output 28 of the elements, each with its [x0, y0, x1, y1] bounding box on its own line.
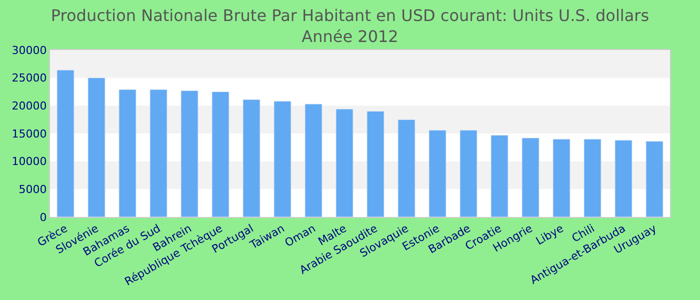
bar: [428, 130, 446, 217]
y-tick-label: 10000: [12, 155, 47, 168]
y-tick-label: 20000: [12, 100, 47, 113]
bar: [336, 108, 354, 217]
bar: [646, 141, 664, 217]
bar: [614, 140, 632, 217]
bar: [398, 119, 416, 217]
bar: [522, 138, 540, 217]
bar: [304, 104, 322, 217]
bar: [366, 110, 384, 217]
bar: [56, 70, 74, 217]
y-tick-label: 15000: [12, 127, 47, 140]
y-tick-label: 30000: [12, 44, 47, 57]
bar: [180, 90, 198, 217]
bar: [150, 89, 168, 217]
bar: [460, 130, 478, 217]
y-tick-label: 25000: [12, 72, 47, 85]
bar: [490, 134, 508, 217]
bar: [212, 92, 230, 217]
bar: [88, 78, 106, 217]
bar: [274, 100, 292, 217]
bar: [552, 138, 570, 217]
y-tick-label: 5000: [18, 183, 47, 196]
y-tick-label: 0: [40, 210, 47, 224]
chart-title: Production Nationale Brute Par Habitant en USD courant: Units U.S. dollars Année 2012: [50, 6, 650, 46]
bar: [584, 138, 602, 217]
bar: [242, 99, 260, 217]
bar: [118, 89, 136, 217]
